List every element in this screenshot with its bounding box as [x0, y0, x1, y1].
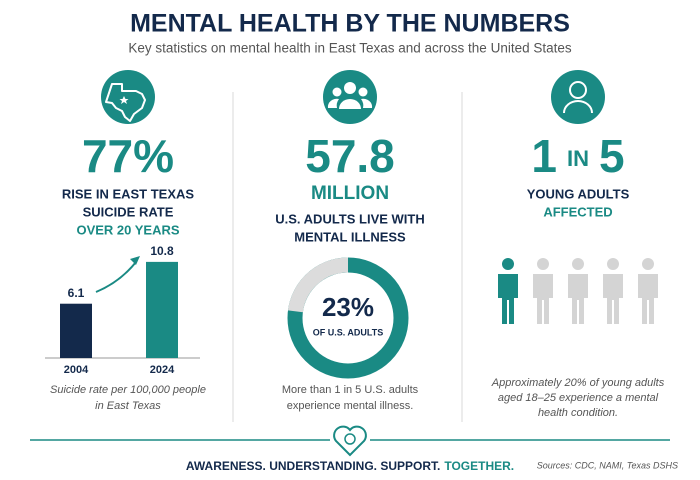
person-body: [568, 274, 588, 324]
caption: Suicide rate per 100,000 people: [50, 384, 206, 396]
subtitle: Key statistics on mental health in East …: [128, 41, 571, 56]
person-head: [642, 258, 654, 270]
arrow-head: [130, 256, 140, 265]
bar-category-label: 2024: [150, 364, 175, 376]
stat-highlight: OVER 20 YEARS: [76, 222, 179, 237]
caption: Approximately 20% of young adults: [491, 377, 665, 389]
bar: [60, 303, 92, 358]
person-figure: [603, 258, 623, 324]
stat-count: 1: [531, 130, 557, 182]
trend-arrow: [95, 261, 137, 293]
slogan-highlight: TOGETHER.: [444, 459, 514, 473]
bar: [146, 261, 178, 358]
group-icon: [323, 70, 377, 124]
heart-icon: [333, 425, 367, 457]
stat-unit: MILLION: [311, 183, 389, 204]
person-figure: [533, 258, 553, 324]
stat: 57.8: [305, 130, 395, 182]
stat-joiner: IN: [567, 146, 589, 171]
person-body: [603, 274, 623, 324]
bar-value-label: 10.8: [150, 244, 174, 258]
stat: 77%: [82, 130, 174, 182]
title: MENTAL HEALTH BY THE NUMBERS: [130, 10, 570, 38]
texas-icon: [101, 70, 155, 124]
footer-slogan: AWARENESS. UNDERSTANDING. SUPPORT. TOGETH…: [186, 459, 514, 473]
person-body: [533, 274, 553, 324]
bar-value-label: 6.1: [68, 286, 85, 300]
stat: 1 IN 5: [531, 130, 624, 182]
donut-segment: [287, 257, 349, 313]
person-head: [502, 258, 514, 270]
person-head: [607, 258, 619, 270]
person-head: [537, 258, 549, 270]
donut-label: 23%: [322, 292, 374, 322]
stat-description: YOUNG ADULTS: [527, 186, 630, 201]
caption: More than 1 in 5 U.S. adults: [282, 384, 419, 396]
person-icon: [551, 70, 605, 124]
bar-category-label: 2004: [64, 364, 89, 376]
slogan: AWARENESS. UNDERSTANDING. SUPPORT.: [186, 459, 440, 473]
donut-sublabel: OF U.S. ADULTS: [313, 327, 384, 337]
caption: health condition.: [538, 407, 618, 419]
person-body: [638, 274, 658, 324]
person-figure: [498, 258, 518, 324]
caption: aged 18–25 experience a mental: [498, 392, 659, 404]
stat-highlight: AFFECTED: [543, 204, 612, 219]
person-figure: [568, 258, 588, 324]
stat-description: RISE IN EAST TEXAS: [62, 186, 195, 201]
caption: in East Texas: [95, 400, 161, 412]
stat-description: MENTAL ILLNESS: [294, 229, 406, 244]
person-head: [572, 258, 584, 270]
stat-description: U.S. ADULTS LIVE WITH: [275, 211, 425, 226]
person-body: [498, 274, 518, 324]
sources: Sources: CDC, NAMI, Texas DSHS: [537, 460, 678, 470]
caption: experience mental illness.: [287, 400, 414, 412]
stat-of: 5: [599, 130, 625, 182]
person-figure: [638, 258, 658, 324]
stat-description: SUICIDE RATE: [83, 204, 174, 219]
